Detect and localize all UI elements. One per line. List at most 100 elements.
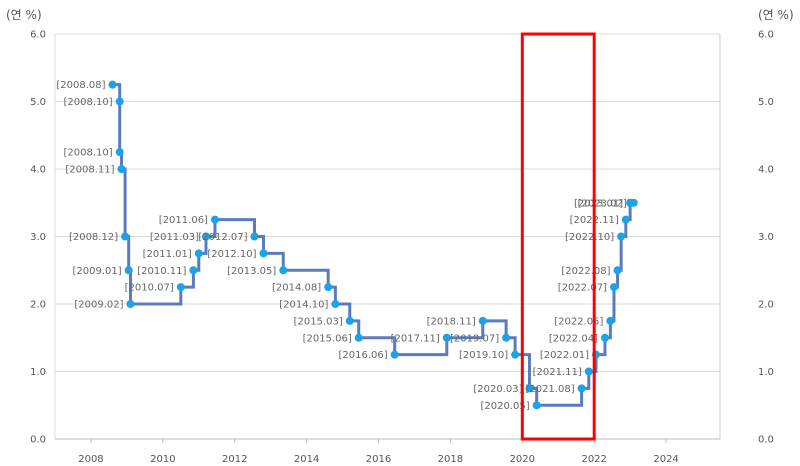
- axis-tick-labels: 0.0 0.0 1.0 1.0 2.0 2.0 3.0 3.0 4.0 4.0 5.0 5.0 6.0 6…: [30, 30, 774, 466]
- data-point-label: [2022.05]: [554, 316, 603, 327]
- data-point-marker: [331, 300, 340, 308]
- data-point-marker: [606, 316, 615, 325]
- data-point-marker: [511, 350, 520, 359]
- data-point-label: [2020.03]: [473, 384, 522, 395]
- y-tick-label-right: 6.0: [758, 30, 774, 41]
- x-tick-label: 2024: [653, 454, 678, 465]
- data-point-label: [2022.08]: [561, 266, 610, 277]
- data-point-marker: [324, 283, 333, 292]
- data-point-label: [2012.10]: [207, 249, 256, 260]
- data-point-label: [2008.12]: [69, 232, 118, 243]
- data-point-marker: [194, 249, 203, 258]
- data-point-label: [2015.06]: [303, 333, 352, 344]
- data-point-label: [2015.03]: [294, 316, 343, 327]
- y-tick-label-left: 3.0: [30, 232, 46, 243]
- data-point-label: [2020.05]: [481, 401, 530, 412]
- x-tick-label: 2010: [150, 454, 175, 465]
- data-point-label: [2022.01]: [540, 350, 589, 361]
- data-point-marker: [354, 333, 363, 342]
- data-point-marker: [117, 165, 126, 173]
- x-tick-label: 2022: [581, 454, 606, 465]
- y-tick-label-right: 2.0: [758, 300, 774, 311]
- data-point-marker: [609, 283, 618, 292]
- data-point-label: [2021.11]: [533, 367, 582, 378]
- data-point-marker: [390, 350, 399, 359]
- data-point-label: [2012.07]: [198, 232, 247, 243]
- data-point-marker: [189, 266, 198, 275]
- data-point-label: [2008.10]: [64, 97, 113, 108]
- data-point-label: [2022.10]: [565, 232, 614, 243]
- data-point-label: [2019.10]: [459, 350, 508, 361]
- data-point-label: [2009.02]: [74, 300, 123, 311]
- data-point-label: [2009.01]: [73, 266, 122, 277]
- data-point-marker: [584, 367, 593, 376]
- marker-layer: [108, 80, 638, 410]
- data-point-marker: [279, 266, 288, 275]
- x-tick-label: 2014: [294, 454, 319, 465]
- data-point-label: [2023.01]: [574, 198, 623, 209]
- data-point-marker: [108, 80, 117, 89]
- data-point-label: [2013.05]: [227, 266, 276, 277]
- y-tick-label-right: 3.0: [758, 232, 774, 243]
- data-point-marker: [621, 215, 630, 224]
- data-point-marker: [532, 401, 541, 410]
- left-unit-label: (연 %): [6, 8, 42, 22]
- y-tick-label-left: 5.0: [30, 97, 46, 108]
- data-point-marker: [126, 300, 135, 308]
- data-point-label: [2014.08]: [272, 283, 321, 294]
- right-unit-label: (연 %): [758, 8, 794, 22]
- data-point-marker: [115, 148, 124, 157]
- data-point-marker: [210, 215, 219, 224]
- data-point-label: [2023.02]: [578, 198, 627, 209]
- data-point-label: [2016.06]: [339, 350, 388, 361]
- y-tick-label-left: 1.0: [30, 367, 46, 378]
- x-tick-label: 2020: [510, 454, 535, 465]
- data-point-label: [2010.11]: [137, 266, 186, 277]
- x-tick-label: 2018: [438, 454, 463, 465]
- data-point-label: [2011.06]: [159, 215, 208, 226]
- y-tick-label-left: 6.0: [30, 30, 46, 41]
- y-tick-label-left: 4.0: [30, 165, 46, 176]
- highlight-box: [520, 32, 596, 441]
- y-tick-label-right: 1.0: [758, 367, 774, 378]
- data-point-marker: [629, 198, 638, 207]
- data-point-marker: [478, 316, 487, 325]
- data-point-marker: [525, 384, 534, 393]
- x-tick-label: 2012: [222, 454, 247, 465]
- data-point-label: [2008.11]: [65, 165, 114, 176]
- data-point-marker: [577, 384, 586, 393]
- x-tick-label: 2008: [78, 454, 103, 465]
- data-point-marker: [613, 266, 622, 275]
- data-point-label: [2014.10]: [279, 300, 328, 311]
- data-point-label: [2010.07]: [125, 283, 174, 294]
- data-point-marker: [176, 283, 185, 292]
- data-point-marker: [259, 249, 268, 258]
- point-label-layer: [2008.08] [2008.10] [2008.10] [2008.11] [200…: [56, 80, 626, 412]
- data-point-label: [2018.11]: [427, 316, 476, 327]
- data-point-label: [2011.03]: [150, 232, 199, 243]
- data-point-marker: [617, 232, 626, 241]
- data-point-label: [2008.10]: [64, 148, 113, 159]
- data-point-marker: [502, 333, 511, 342]
- y-tick-label-right: 0.0: [758, 435, 774, 446]
- data-point-label: [2017.11]: [391, 333, 440, 344]
- data-point-label: [2008.08]: [56, 80, 105, 91]
- data-point-label: [2019.07]: [450, 333, 499, 344]
- data-point-label: [2021.08]: [525, 384, 574, 395]
- data-point-marker: [115, 97, 124, 106]
- y-tick-label-right: 4.0: [758, 165, 774, 176]
- y-tick-label-left: 2.0: [30, 300, 46, 311]
- data-point-marker: [124, 266, 133, 275]
- data-point-marker: [345, 316, 354, 325]
- data-point-label: [2022.04]: [549, 333, 598, 344]
- data-point-label: [2022.07]: [558, 283, 607, 294]
- data-point-label: [2011.01]: [143, 249, 192, 260]
- data-point-marker: [442, 333, 451, 342]
- data-point-marker: [250, 232, 259, 241]
- y-tick-label-left: 0.0: [30, 435, 46, 446]
- data-point-marker: [600, 333, 609, 342]
- x-tick-label: 2016: [366, 454, 391, 465]
- y-tick-label-right: 5.0: [758, 97, 774, 108]
- data-point-marker: [201, 232, 210, 241]
